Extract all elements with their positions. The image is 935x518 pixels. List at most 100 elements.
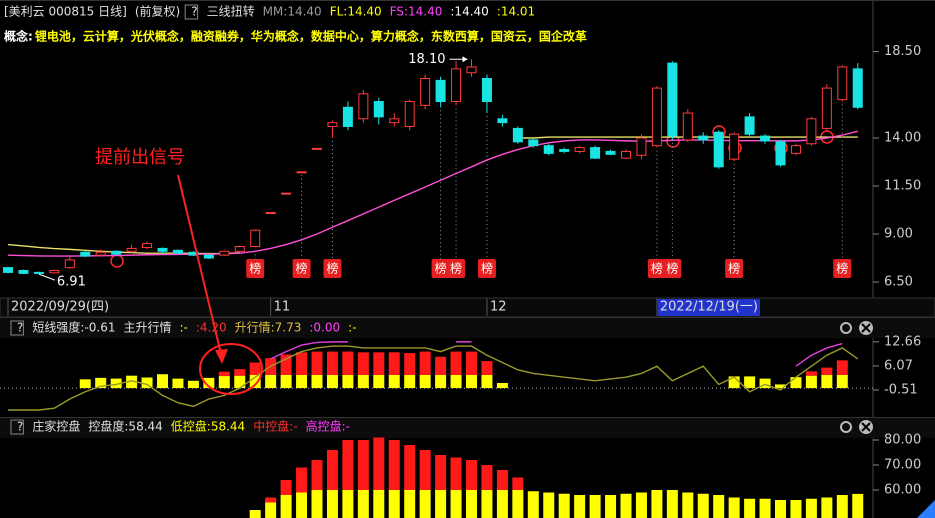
bar-segment bbox=[574, 495, 586, 518]
rank-flag-label: 榜 bbox=[249, 261, 261, 276]
legend-item: :4.20 bbox=[196, 321, 227, 335]
legend-item: :- bbox=[179, 321, 187, 335]
high-label: 18.10 bbox=[408, 52, 445, 67]
candle-body bbox=[435, 79, 446, 103]
bar-segment bbox=[296, 492, 308, 518]
candle-body bbox=[296, 171, 307, 174]
candle-body bbox=[451, 68, 462, 103]
legend-item: :14.01 bbox=[497, 5, 535, 19]
legend-item: 高控盘:- bbox=[306, 419, 350, 434]
candle-body bbox=[497, 118, 508, 124]
rank-flag bbox=[323, 259, 342, 278]
bar-segment bbox=[311, 374, 323, 389]
panel-icons bbox=[840, 322, 852, 433]
bar-segment bbox=[512, 477, 524, 490]
bar-segment bbox=[296, 352, 308, 375]
high-pointer-head bbox=[462, 56, 468, 63]
bar-segment bbox=[651, 490, 663, 518]
legend-item: 三线扭转 bbox=[207, 4, 255, 19]
bar-segment bbox=[326, 490, 338, 518]
bar-segment bbox=[496, 382, 508, 389]
signal-annotation: 提前出信号 bbox=[95, 147, 185, 168]
candle-body bbox=[821, 87, 832, 129]
settings-icon[interactable] bbox=[840, 421, 852, 433]
bar-segment bbox=[805, 371, 817, 376]
y-tick-label: -0.51 bbox=[884, 382, 918, 397]
candle-body bbox=[95, 251, 106, 256]
bar-segment bbox=[280, 354, 292, 375]
bar-segment bbox=[589, 495, 601, 518]
bar-segment bbox=[481, 465, 493, 490]
bar-segment bbox=[404, 490, 416, 518]
candle-body bbox=[837, 66, 848, 101]
panel-header bbox=[0, 418, 935, 438]
bar-segment bbox=[404, 353, 416, 375]
candle-body bbox=[219, 250, 230, 256]
bar-segment bbox=[790, 377, 802, 389]
bar-segment bbox=[450, 457, 462, 490]
candle-body bbox=[64, 259, 75, 269]
bar-segment bbox=[126, 375, 138, 389]
bar-segment bbox=[342, 351, 354, 375]
bar-segment bbox=[435, 356, 447, 375]
candle-body bbox=[605, 150, 616, 155]
low-pointer bbox=[38, 273, 56, 281]
settings-icon[interactable] bbox=[840, 322, 852, 334]
bar-segment bbox=[373, 437, 385, 490]
bar-segment bbox=[419, 374, 431, 389]
rank-flag-label: 榜 bbox=[728, 261, 740, 276]
bar-segment bbox=[326, 351, 338, 375]
rank-flag bbox=[292, 259, 311, 278]
legend-item: 主升行情 bbox=[123, 321, 171, 335]
bar-segment bbox=[95, 377, 107, 389]
bar-segment bbox=[419, 450, 431, 490]
bar-segment bbox=[404, 445, 416, 490]
bar-segment bbox=[466, 351, 477, 375]
candle-body bbox=[651, 87, 662, 147]
rank-flag-label: 榜 bbox=[481, 261, 493, 276]
bar-segment bbox=[435, 455, 447, 490]
annotation-circle bbox=[199, 343, 263, 395]
candle-body bbox=[250, 229, 261, 247]
y-tick-label: 11.50 bbox=[884, 179, 921, 194]
candle-body bbox=[466, 66, 477, 74]
bar-segment bbox=[821, 374, 833, 389]
candle-body bbox=[729, 133, 740, 160]
bar-segment bbox=[836, 374, 848, 389]
candle-body bbox=[481, 77, 492, 103]
legend-item: FL:14.40 bbox=[330, 5, 382, 19]
candle-body bbox=[636, 137, 647, 156]
bar-segment bbox=[759, 498, 771, 518]
bar-segment bbox=[481, 374, 493, 389]
candle-body bbox=[543, 145, 554, 154]
bar-segment bbox=[435, 490, 447, 518]
rank-flag bbox=[833, 259, 852, 278]
bar-segment bbox=[218, 376, 230, 389]
candle-body bbox=[713, 131, 724, 168]
bar-segment bbox=[373, 352, 385, 375]
rank-flag-label: 榜 bbox=[435, 261, 447, 276]
rank-flag bbox=[725, 259, 744, 278]
legend-item: FS:14.40 bbox=[390, 5, 443, 19]
bar-segment bbox=[342, 440, 354, 490]
candle-body bbox=[111, 250, 122, 255]
candle-body bbox=[775, 141, 786, 166]
candle-body bbox=[760, 135, 771, 142]
bar-segment bbox=[280, 374, 292, 389]
bar-segment bbox=[728, 497, 740, 518]
bar-segment bbox=[404, 374, 416, 389]
candle-body bbox=[574, 147, 585, 152]
legend-item: ? bbox=[191, 5, 197, 19]
legend-item: 庄家控盘 bbox=[32, 419, 80, 434]
candle-body bbox=[142, 243, 153, 248]
bar-segment bbox=[249, 374, 261, 389]
rank-flag bbox=[431, 259, 450, 278]
rank-flag-label: 榜 bbox=[326, 261, 338, 276]
candle-body bbox=[18, 270, 29, 274]
bar-segment bbox=[496, 470, 508, 490]
candle-body bbox=[265, 212, 276, 215]
candle-body bbox=[682, 112, 693, 141]
bar-segment bbox=[836, 360, 848, 375]
bar-segment bbox=[265, 497, 277, 503]
